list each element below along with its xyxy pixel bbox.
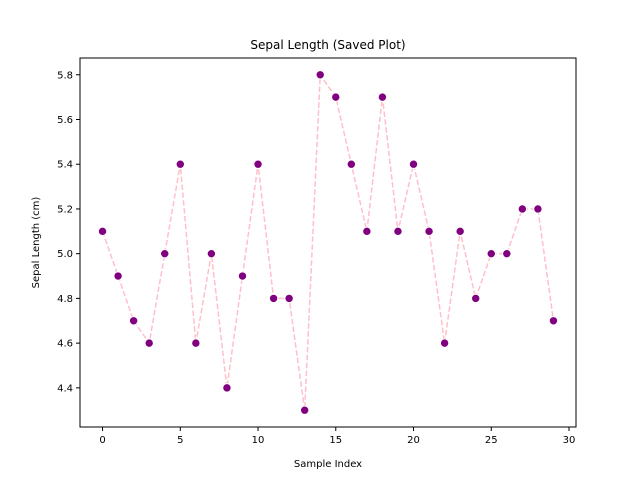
y-tick-label: 5.8 [57,70,73,81]
data-point [315,70,325,80]
data-point [97,226,108,237]
y-tick-label: 4.4 [57,383,73,394]
x-axis-ticks: 0 5 10 15 20 25 30 [99,427,575,446]
data-point [128,316,139,326]
x-tick-label: 0 [99,435,105,446]
data-point [408,159,419,169]
data-point [284,293,294,304]
x-tick-label: 10 [252,435,265,446]
data-point [160,248,170,259]
data-point [175,159,185,169]
data-point [486,248,496,259]
data-point [471,293,481,304]
data-point [377,92,388,102]
data-point [533,204,543,214]
y-tick-label: 5.0 [57,249,73,260]
data-point [455,226,465,237]
data-point [393,226,403,237]
data-point [237,271,248,281]
y-tick-label: 5.4 [57,160,73,171]
data-point [222,383,232,393]
data-point [144,338,154,348]
data-point [502,248,512,259]
series-line [101,72,555,411]
data-point [548,316,559,326]
data-point [362,226,372,237]
data-point [253,159,263,169]
plot-frame-border [79,57,577,428]
x-tick-label: 25 [485,435,498,446]
x-tick-label: 20 [407,435,420,446]
data-point [299,405,310,415]
data-point [439,338,450,348]
data-point [424,226,434,237]
y-axis-ticks: 4.4 4.6 4.8 5.0 5.2 5.4 5.6 5.8 [57,70,80,394]
x-tick-label: 5 [177,435,183,446]
chart-title: Sepal Length (Saved Plot) [250,38,405,52]
y-tick-label: 4.6 [57,339,73,350]
data-point [517,204,528,214]
y-tick-label: 4.8 [57,294,73,305]
plot-background [80,58,576,427]
data-point [331,92,341,102]
y-tick-label: 5.2 [57,204,73,215]
x-tick-label: 30 [563,435,576,446]
data-point [268,293,279,304]
x-axis-label: Sample Index [294,459,362,470]
y-tick-label: 5.6 [57,115,73,126]
plot-area [80,58,576,427]
y-axis-label: Sepal Length (cm) [31,197,42,289]
data-point [346,159,357,169]
data-point [206,248,217,259]
data-point [191,338,201,348]
series-layer [97,70,559,415]
x-tick-label: 15 [329,435,342,446]
data-point [113,271,123,281]
